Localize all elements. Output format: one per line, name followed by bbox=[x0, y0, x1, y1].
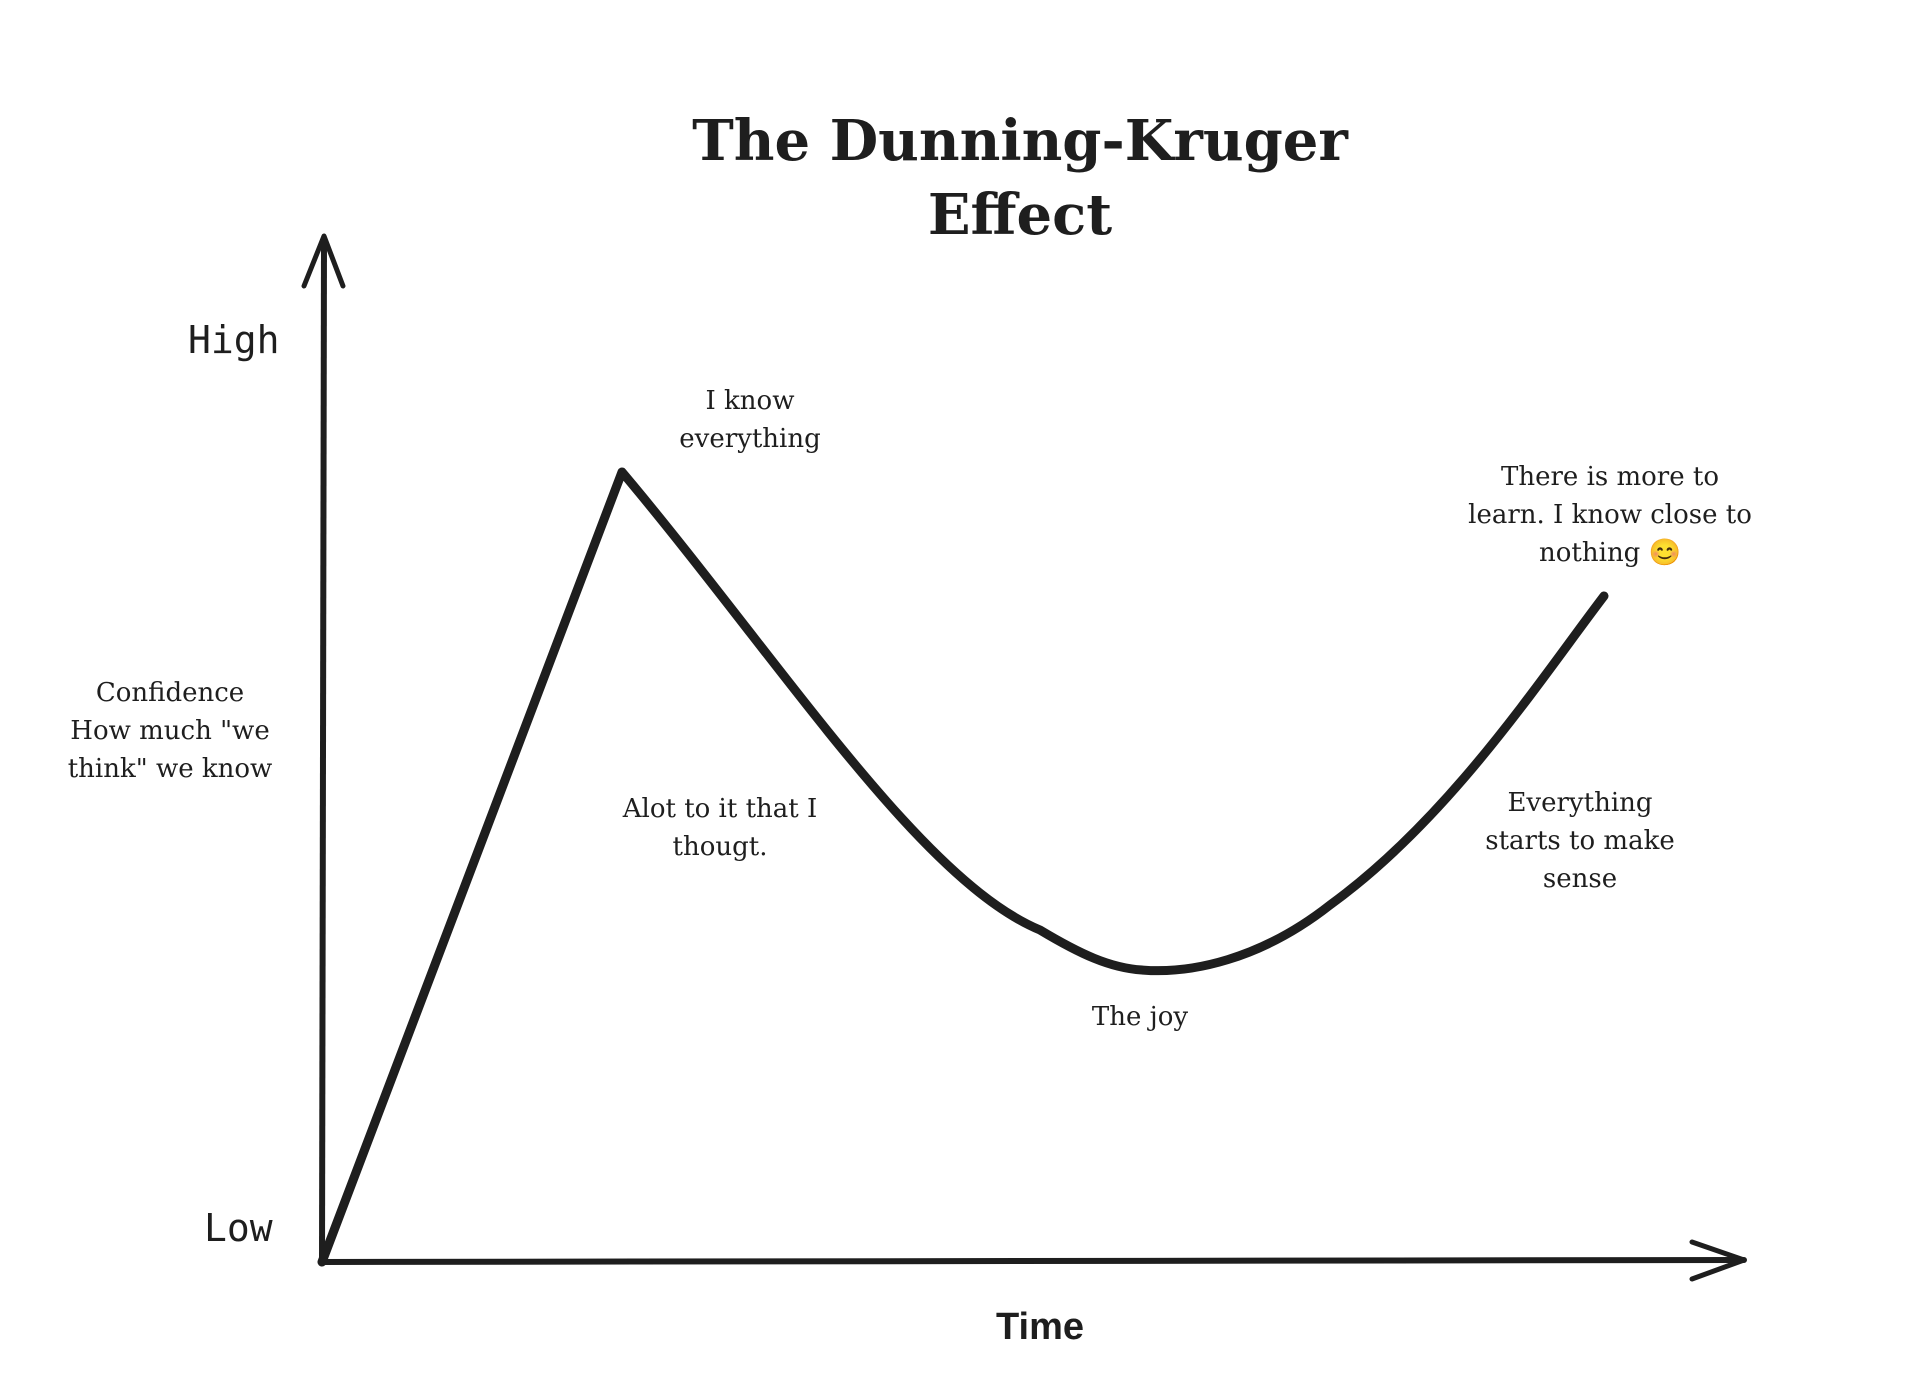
annotation-plateau: There is more to learn. I know close to … bbox=[1468, 462, 1752, 568]
annotation-valley: The joy bbox=[1091, 1002, 1189, 1032]
y-axis-low-label: Low bbox=[204, 1206, 273, 1250]
confidence-curve bbox=[317, 467, 1609, 1267]
diagram-title: The Dunning-Kruger Effect bbox=[692, 108, 1348, 248]
y-axis-line bbox=[319, 235, 327, 1265]
annotation-descent: Alot to it that I thougt. bbox=[622, 794, 818, 862]
y-axis-high-label: High bbox=[188, 318, 280, 362]
y-axis-title: Confidence How much "we think" we know bbox=[67, 678, 273, 784]
x-axis-title: Time bbox=[995, 1306, 1084, 1348]
x-axis-arrowhead bbox=[1689, 1239, 1747, 1282]
annotation-ascent: Everything starts to make sense bbox=[1485, 788, 1675, 894]
y-axis-arrowhead bbox=[301, 233, 346, 289]
annotation-peak: I know everything bbox=[679, 386, 821, 454]
x-axis-line bbox=[319, 1257, 1747, 1265]
